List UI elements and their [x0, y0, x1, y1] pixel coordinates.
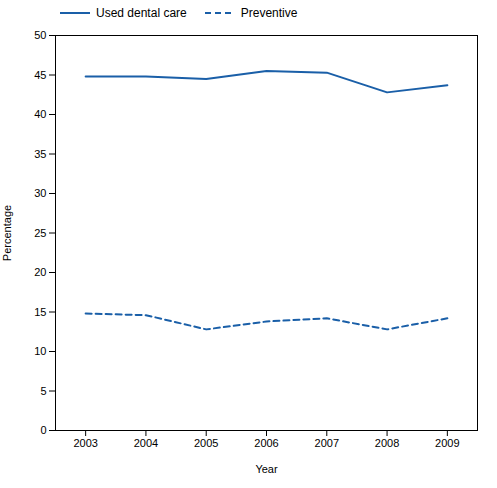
svg-text:10: 10	[34, 345, 46, 357]
svg-text:50: 50	[34, 29, 46, 41]
svg-text:25: 25	[34, 227, 46, 239]
svg-text:2003: 2003	[73, 437, 97, 449]
svg-text:45: 45	[34, 69, 46, 81]
svg-text:40: 40	[34, 108, 46, 120]
svg-text:2009: 2009	[435, 437, 459, 449]
svg-text:Percentage: Percentage	[1, 205, 13, 261]
svg-text:20: 20	[34, 266, 46, 278]
svg-text:0: 0	[40, 424, 46, 436]
svg-text:5: 5	[40, 385, 46, 397]
html-text:Preventive: Preventive	[240, 6, 298, 20]
svg-text:2006: 2006	[254, 437, 278, 449]
html-text:Used dental care: Used dental care	[96, 6, 187, 20]
svg-text:Year: Year	[255, 463, 278, 475]
svg-text:2004: 2004	[134, 437, 158, 449]
svg-text:30: 30	[34, 187, 46, 199]
svg-text:35: 35	[34, 148, 46, 160]
svg-text:2008: 2008	[375, 437, 399, 449]
svg-text:15: 15	[34, 306, 46, 318]
svg-text:2005: 2005	[194, 437, 218, 449]
svg-text:2007: 2007	[315, 437, 339, 449]
